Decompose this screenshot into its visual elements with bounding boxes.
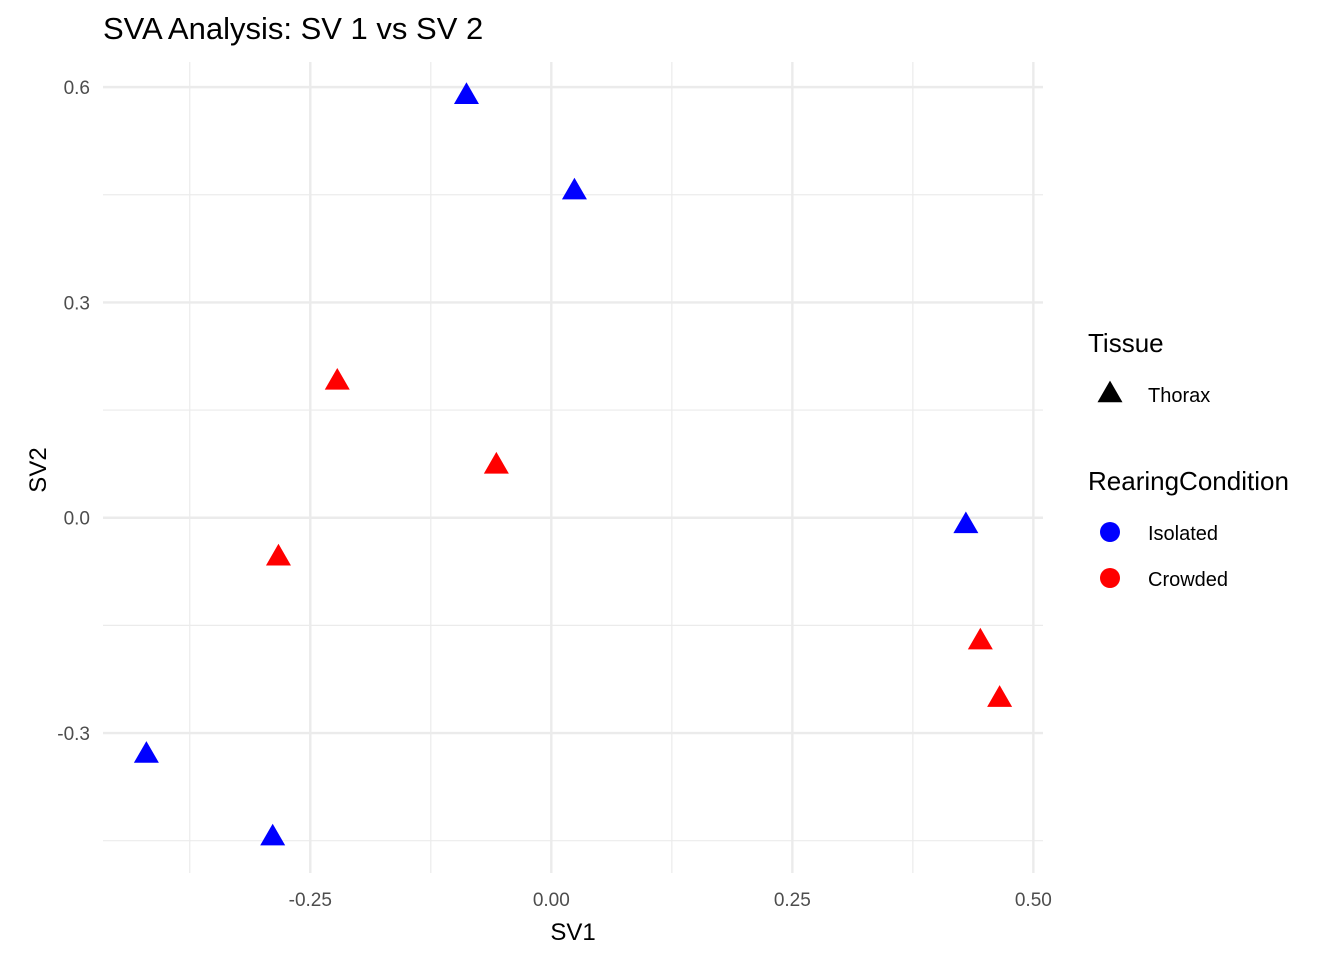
legend-label: Crowded <box>1148 569 1228 591</box>
data-point-crowded <box>987 685 1013 707</box>
y-axis-ticks: -0.3 0.0 0.3 0.6 <box>57 78 90 745</box>
data-point-crowded <box>265 543 291 566</box>
legend-label: Isolated <box>1148 523 1218 545</box>
data-point-isolated <box>561 177 587 200</box>
chart-title: SVA Analysis: SV 1 vs SV 2 <box>103 11 483 46</box>
x-axis-ticks: -0.25 0.00 0.25 0.50 <box>289 890 1052 911</box>
grid <box>103 62 1043 873</box>
legend-title: Tissue <box>1088 328 1164 358</box>
x-tick-label: 0.50 <box>1015 890 1052 911</box>
data-point-crowded <box>967 627 993 650</box>
legend-label: Thorax <box>1148 385 1210 407</box>
x-tick-label: 0.00 <box>533 890 570 911</box>
legend-key-triangle <box>1097 380 1123 403</box>
data-point-crowded <box>483 451 509 474</box>
x-tick-label: -0.25 <box>289 890 332 911</box>
y-tick-label: -0.3 <box>57 724 90 745</box>
legend-key-circle <box>1100 568 1120 588</box>
legend: Tissue Thorax RearingCondition Isolated Crow… <box>1088 328 1289 591</box>
y-tick-label: 0.0 <box>64 509 90 530</box>
data-point-crowded <box>324 367 350 390</box>
data-point-isolated <box>133 741 159 763</box>
data-point-isolated <box>453 82 479 104</box>
legend-title: RearingCondition <box>1088 466 1289 496</box>
y-axis-title: SV2 <box>25 447 52 492</box>
x-axis-title: SV1 <box>550 919 595 946</box>
data-point-isolated <box>260 823 286 846</box>
legend-key-circle <box>1100 522 1120 542</box>
y-tick-label: 0.3 <box>64 293 90 314</box>
x-tick-label: 0.25 <box>774 890 811 911</box>
data-point-isolated <box>953 511 979 534</box>
y-tick-label: 0.6 <box>64 78 90 99</box>
data-points <box>133 82 1013 846</box>
